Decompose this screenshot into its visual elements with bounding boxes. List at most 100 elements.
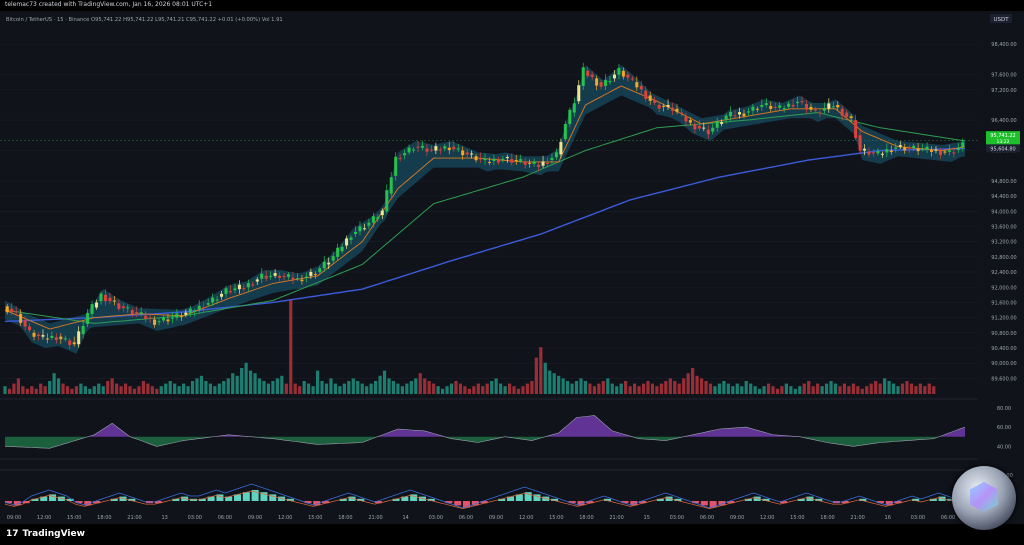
- volume-bar: [758, 388, 762, 394]
- candle-body: [809, 106, 813, 110]
- volume-bar: [458, 383, 463, 394]
- candle-body: [340, 246, 344, 252]
- time-tick-label: 21:00: [368, 515, 382, 521]
- currency-button[interactable]: [990, 14, 1012, 23]
- macd-histogram-bar: [427, 498, 435, 501]
- volume-bar: [173, 383, 177, 394]
- candle-body: [304, 276, 308, 278]
- price-tick-label: 90,400.00: [991, 346, 1016, 352]
- second-price-tag: [986, 144, 1020, 153]
- volume-bar: [749, 383, 753, 394]
- macd-histogram-bar: [586, 501, 594, 504]
- time-axis[interactable]: 09:00 12:00 15:00 18:00 21:00 13 03:00 06:00 09:…: [7, 515, 955, 521]
- candle-body: [684, 116, 688, 122]
- candle-body: [117, 303, 121, 309]
- volume-bar: [610, 383, 614, 394]
- time-tick-label: 09:00: [248, 515, 262, 521]
- rsi-tick-label: 80.00: [997, 406, 1011, 412]
- volume-bar: [543, 362, 547, 394]
- candle-body: [845, 112, 849, 118]
- candle-body: [657, 104, 661, 109]
- macd-histogram-bar: [31, 498, 39, 501]
- volume-bar: [833, 383, 838, 394]
- macd-histogram-bar: [207, 496, 215, 501]
- volume-bar: [557, 375, 561, 394]
- volume-bar: [641, 383, 646, 394]
- candle-body: [260, 273, 264, 279]
- candle-body: [688, 120, 692, 123]
- time-tick-label: 14: [402, 515, 408, 521]
- candle-body: [237, 284, 241, 290]
- candle-body: [162, 317, 166, 321]
- candle-body: [81, 326, 85, 335]
- volume-bar: [713, 386, 717, 394]
- candle-body: [563, 123, 567, 140]
- price-chart[interactable]: 98,400.00 97,600.00 97,200.00 96,400.00 95,6…: [0, 11, 1024, 524]
- price-tick-label: 98,400.00: [991, 42, 1016, 48]
- time-tick-label: 18:00: [579, 515, 593, 521]
- volume-bar: [699, 378, 704, 394]
- candle-body: [867, 151, 871, 155]
- volume-bar: [396, 383, 400, 394]
- volume-bar: [30, 386, 34, 394]
- candle-body: [86, 313, 90, 324]
- candle-body: [10, 308, 14, 312]
- price-axis-background: [978, 25, 1024, 524]
- candle-body: [791, 104, 795, 107]
- volume-bar: [722, 381, 726, 394]
- candle-body: [282, 275, 286, 277]
- rsi-oversold-fill: [5, 436, 965, 449]
- volume-bar: [811, 386, 815, 394]
- candle-body: [863, 148, 867, 151]
- volume-bar: [217, 383, 221, 394]
- volume-bar: [695, 375, 699, 394]
- candle-body: [903, 147, 907, 151]
- volume-bar: [271, 381, 275, 394]
- chart-background: [0, 11, 1024, 524]
- volume-bar: [369, 383, 373, 394]
- macd-histogram-bar: [727, 501, 735, 504]
- candle-body: [554, 152, 558, 158]
- volume-bar: [900, 383, 905, 394]
- candle-body: [804, 104, 808, 110]
- volume-bar: [110, 378, 114, 394]
- volume-bar: [128, 386, 132, 394]
- volume-bar: [119, 386, 123, 394]
- candle-body: [59, 336, 63, 340]
- macd-histogram-bar: [233, 494, 242, 501]
- candle-body: [371, 216, 375, 223]
- macd-line: [4, 483, 957, 509]
- volume-bar: [860, 388, 864, 394]
- candle-body: [456, 148, 460, 150]
- macd-histogram-bar: [49, 494, 57, 501]
- macd-histogram-bar: [885, 501, 893, 506]
- volume-bar: [784, 383, 788, 394]
- candle-body: [510, 159, 514, 163]
- candle-body: [813, 109, 817, 111]
- macd-histogram-bar: [66, 498, 74, 501]
- candle-body: [546, 162, 550, 164]
- candle-body: [130, 310, 134, 314]
- candle-body: [943, 151, 947, 153]
- volume-bar: [463, 386, 467, 394]
- macd-histogram-bar: [13, 501, 21, 506]
- volume-bar: [628, 386, 632, 394]
- candlesticks: [5, 62, 965, 350]
- candle-body: [662, 105, 666, 107]
- candle-body: [362, 228, 366, 230]
- macd-histogram-bar: [225, 496, 233, 501]
- candle-body: [898, 145, 902, 147]
- volume-bar: [579, 378, 583, 394]
- volume-bar: [146, 383, 150, 394]
- volume-bar: [655, 386, 659, 394]
- candle-body: [416, 146, 420, 148]
- price-axis[interactable]: 98,400.00 97,600.00 97,200.00 96,400.00 95,6…: [978, 25, 1024, 524]
- candle-body: [702, 127, 706, 129]
- candle-body: [679, 112, 683, 114]
- volume-bar: [275, 378, 279, 394]
- volume-bar: [311, 386, 315, 394]
- candle-body: [952, 152, 956, 154]
- candle-body: [599, 82, 603, 87]
- candle-body: [380, 210, 384, 216]
- bottom-bar: 𝟭𝟳 TradingView: [0, 524, 1024, 545]
